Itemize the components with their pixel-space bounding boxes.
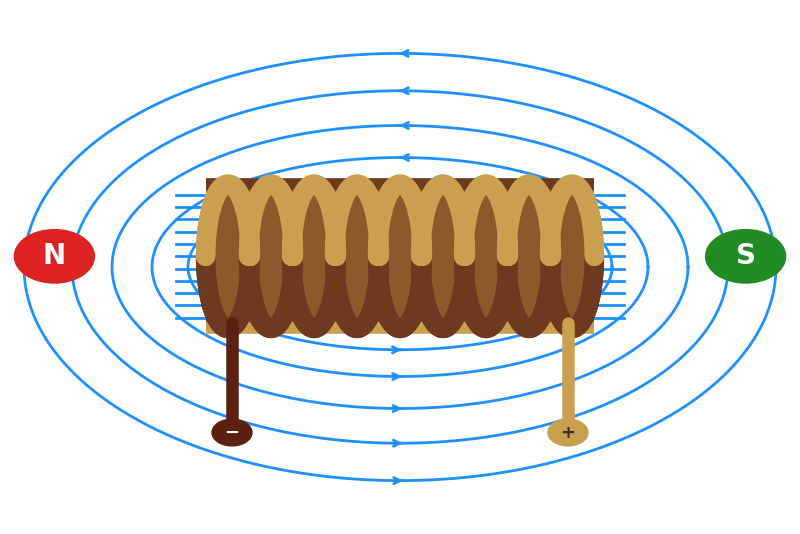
Text: −: − (225, 423, 239, 442)
Text: S: S (736, 242, 755, 270)
Circle shape (212, 419, 252, 446)
Circle shape (14, 230, 94, 283)
Circle shape (548, 419, 588, 446)
Text: N: N (43, 242, 66, 270)
Text: +: + (561, 423, 575, 442)
Bar (206, 184, 594, 328)
Circle shape (706, 230, 786, 283)
